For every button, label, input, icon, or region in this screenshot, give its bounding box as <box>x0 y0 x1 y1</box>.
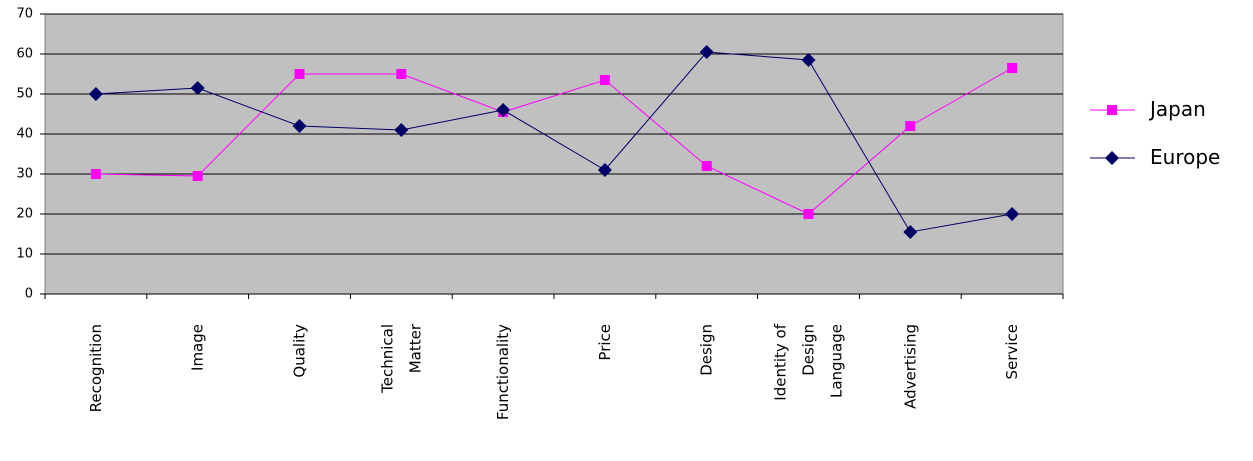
marker <box>294 69 305 79</box>
y-tick-label: 50 <box>16 87 33 102</box>
x-tick-label: Quality <box>291 324 309 378</box>
x-tick-label: Technical Matter <box>378 323 424 394</box>
marker <box>599 75 610 85</box>
series-line <box>95 67 1013 215</box>
marker <box>1105 151 1119 165</box>
marker <box>192 171 203 181</box>
plot-area <box>44 13 1064 295</box>
y-tick-label: 40 <box>16 127 33 142</box>
marker <box>292 119 307 133</box>
x-tick-label: Functionality <box>494 324 512 420</box>
marker <box>394 123 409 137</box>
series-line <box>95 51 1013 233</box>
marker <box>1007 63 1018 73</box>
x-tick-label: Recognition <box>87 324 105 412</box>
marker <box>90 169 101 179</box>
x-tick-label: Advertising <box>901 324 919 409</box>
legend-label: Europe <box>1150 145 1220 169</box>
y-tick-label: 20 <box>16 207 33 222</box>
marker <box>1005 207 1020 221</box>
marker <box>597 163 612 177</box>
x-tick-label: Service <box>1003 324 1021 379</box>
marker <box>396 69 407 79</box>
y-tick-label: 70 <box>16 7 33 22</box>
marker <box>190 81 205 95</box>
y-tick-label: 10 <box>16 247 33 262</box>
marker <box>903 225 918 239</box>
x-tick-label: Design <box>698 324 716 376</box>
marker <box>801 53 816 67</box>
x-tick-label: Image <box>189 324 207 371</box>
x-tick-label: Identity of Design Language <box>772 323 846 400</box>
x-tick-label: Price <box>596 324 614 361</box>
marker <box>88 87 103 101</box>
y-tick-label: 0 <box>25 287 33 302</box>
marker <box>905 121 916 131</box>
legend-label: Japan <box>1148 97 1206 121</box>
y-tick-label: 30 <box>16 167 33 182</box>
marker <box>699 45 714 59</box>
marker <box>701 161 712 171</box>
marker <box>496 103 511 117</box>
marker <box>803 209 814 219</box>
marker <box>1107 105 1117 115</box>
y-tick-label: 60 <box>16 47 33 62</box>
